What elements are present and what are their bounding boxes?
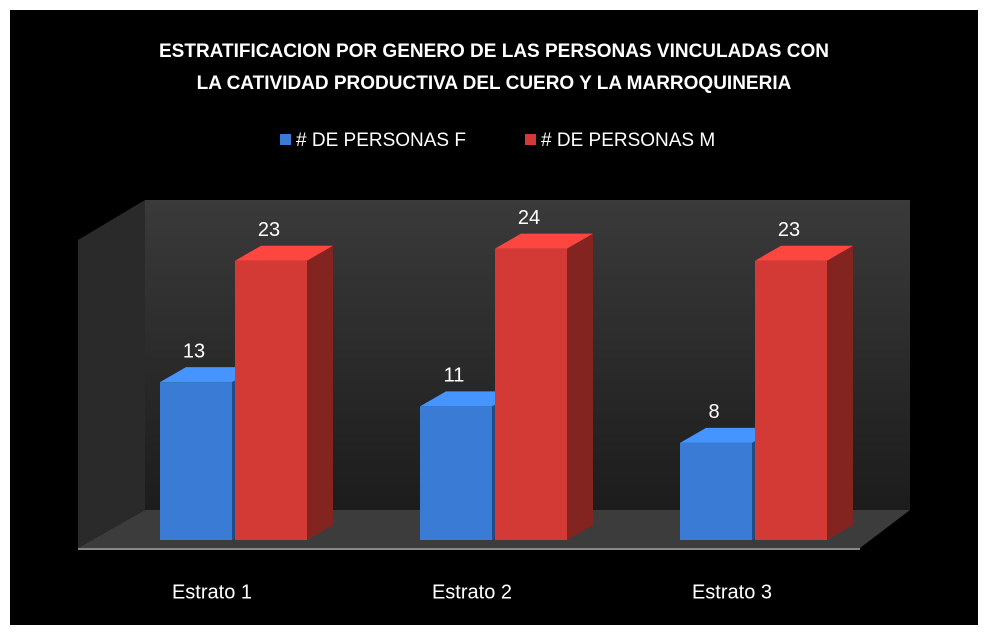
bar bbox=[235, 245, 333, 540]
x-tick-label: Estrato 1 bbox=[172, 581, 252, 603]
legend-label: # DE PERSONAS F bbox=[296, 130, 466, 151]
value-label: 8 bbox=[708, 401, 719, 423]
bar-front bbox=[755, 260, 827, 540]
bar-side bbox=[307, 245, 333, 540]
bar-top bbox=[160, 367, 258, 383]
bar-front bbox=[420, 406, 492, 540]
bar-top bbox=[235, 245, 333, 261]
value-label: 13 bbox=[183, 340, 205, 362]
legend-label: # DE PERSONAS M bbox=[541, 130, 715, 151]
bar-front bbox=[495, 248, 567, 541]
value-label: 23 bbox=[258, 219, 280, 241]
bar-top bbox=[680, 427, 778, 443]
chart-title: ESTRATIFICACION POR GENERO DE LAS PERSON… bbox=[159, 41, 829, 62]
value-label: 11 bbox=[444, 365, 465, 387]
bar-front bbox=[160, 382, 232, 540]
legend-swatch bbox=[280, 134, 291, 145]
value-label: 24 bbox=[518, 207, 540, 229]
bar-side bbox=[567, 233, 593, 541]
bar-top bbox=[420, 391, 518, 407]
bar-top bbox=[495, 233, 593, 249]
x-tick-label: Estrato 3 bbox=[692, 581, 772, 603]
bar bbox=[495, 233, 593, 541]
chart-title: LA CATIVIDAD PRODUCTIVA DEL CUERO Y LA M… bbox=[197, 73, 792, 94]
bar-side bbox=[827, 245, 853, 540]
bar-top bbox=[755, 245, 853, 261]
bar bbox=[755, 245, 853, 540]
x-tick-label: Estrato 2 bbox=[432, 581, 512, 603]
legend-swatch bbox=[525, 134, 536, 145]
value-label: 23 bbox=[778, 219, 800, 241]
bar-front bbox=[235, 260, 307, 540]
side-wall bbox=[78, 200, 145, 548]
bar-front bbox=[680, 442, 752, 540]
